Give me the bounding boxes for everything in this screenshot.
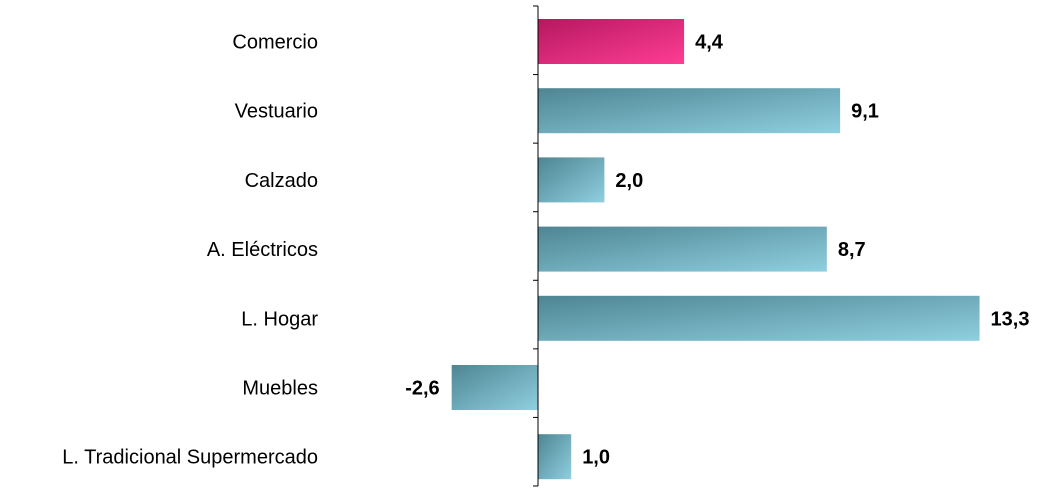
value-label: -2,6 — [405, 378, 439, 400]
value-label: 8,7 — [838, 239, 866, 261]
value-label: 1,0 — [582, 447, 610, 469]
category-label: Muebles — [242, 378, 318, 400]
category-label: L. Hogar — [241, 308, 318, 330]
bar-muebles — [451, 365, 538, 410]
value-label: 13,3 — [991, 308, 1030, 330]
category-label: L. Tradicional Supermercado — [62, 447, 318, 469]
bar-comercio — [538, 19, 685, 64]
bar-a-el-ctricos — [538, 226, 827, 272]
category-label: Vestuario — [235, 101, 318, 123]
bar-vestuario — [538, 88, 841, 134]
value-label: 4,4 — [695, 32, 724, 54]
axis-layer — [533, 5, 539, 487]
category-label: A. Eléctricos — [207, 239, 318, 261]
value-label: 2,0 — [615, 170, 643, 192]
bars-layer — [451, 19, 980, 480]
value-label: 9,1 — [851, 101, 879, 123]
category-label: Comercio — [232, 32, 318, 54]
category-label: Calzado — [245, 170, 318, 192]
bar-calzado — [538, 157, 605, 203]
bar-l-tradicional-supermercado — [538, 434, 572, 480]
labels-layer: Comercio 4,4 Vestuario 9,1 Calzado 2,0 A. Eléc… — [62, 32, 1029, 469]
bar-l-hogar — [538, 295, 980, 341]
